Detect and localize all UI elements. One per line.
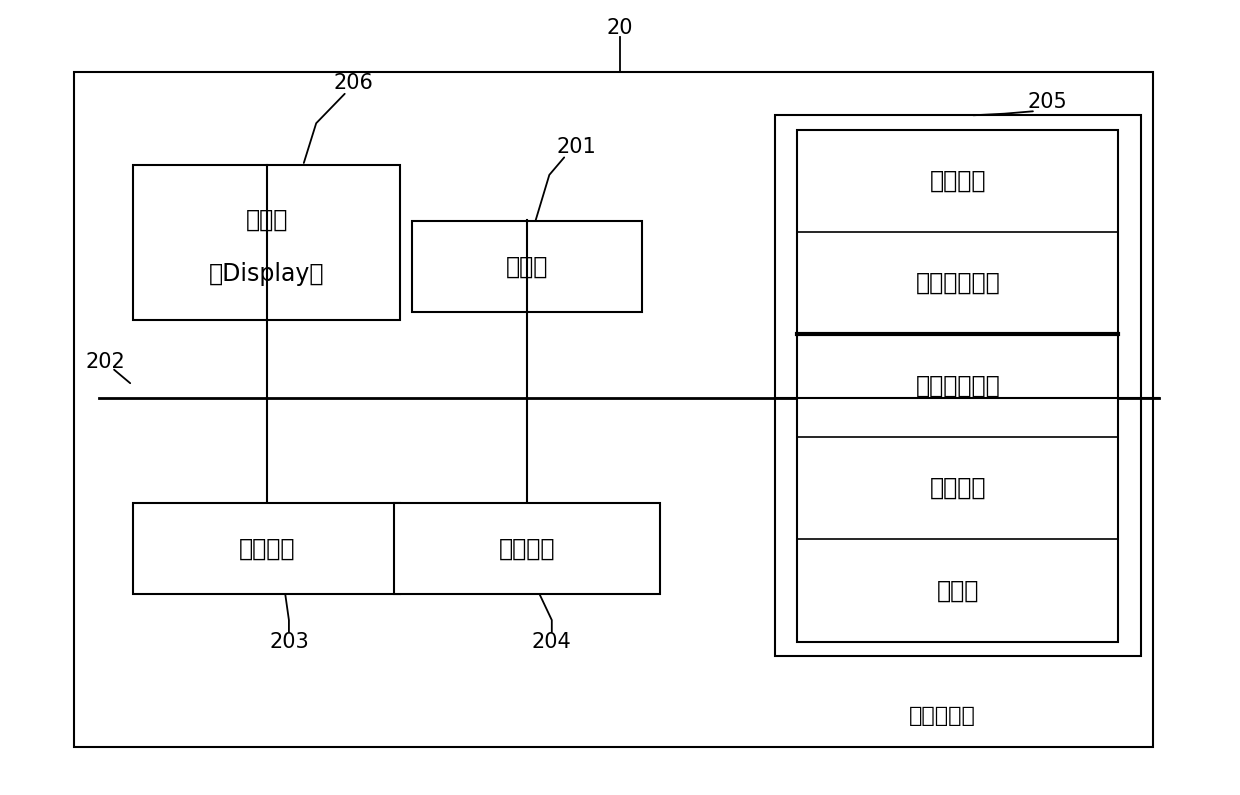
Text: 操作系统: 操作系统 [930,169,986,192]
Text: 存储器: 存储器 [936,579,980,603]
Bar [412,220,642,312]
Text: （Display）: （Display） [208,262,325,286]
Bar [394,503,660,595]
Bar [797,130,1118,642]
Text: 程序指令: 程序指令 [930,476,986,500]
Bar [74,72,1153,747]
Text: 处理器: 处理器 [506,254,548,278]
Text: 计算机设备: 计算机设备 [909,705,976,726]
Bar [775,115,1141,656]
Text: 网络通信模块: 网络通信模块 [915,271,1001,295]
Text: 用户接口: 用户接口 [238,537,295,560]
Text: 203: 203 [269,631,309,652]
Text: 205: 205 [1028,91,1068,112]
Text: 201: 201 [557,137,596,157]
Text: 206: 206 [334,73,373,94]
Text: 204: 204 [532,631,572,652]
Text: 显示屏: 显示屏 [246,208,288,232]
Text: 202: 202 [86,351,125,372]
Text: 用户接口模块: 用户接口模块 [915,374,1001,398]
Text: 20: 20 [606,17,634,38]
Text: 网络接口: 网络接口 [498,537,556,560]
Bar [134,503,399,595]
Bar [134,165,399,320]
